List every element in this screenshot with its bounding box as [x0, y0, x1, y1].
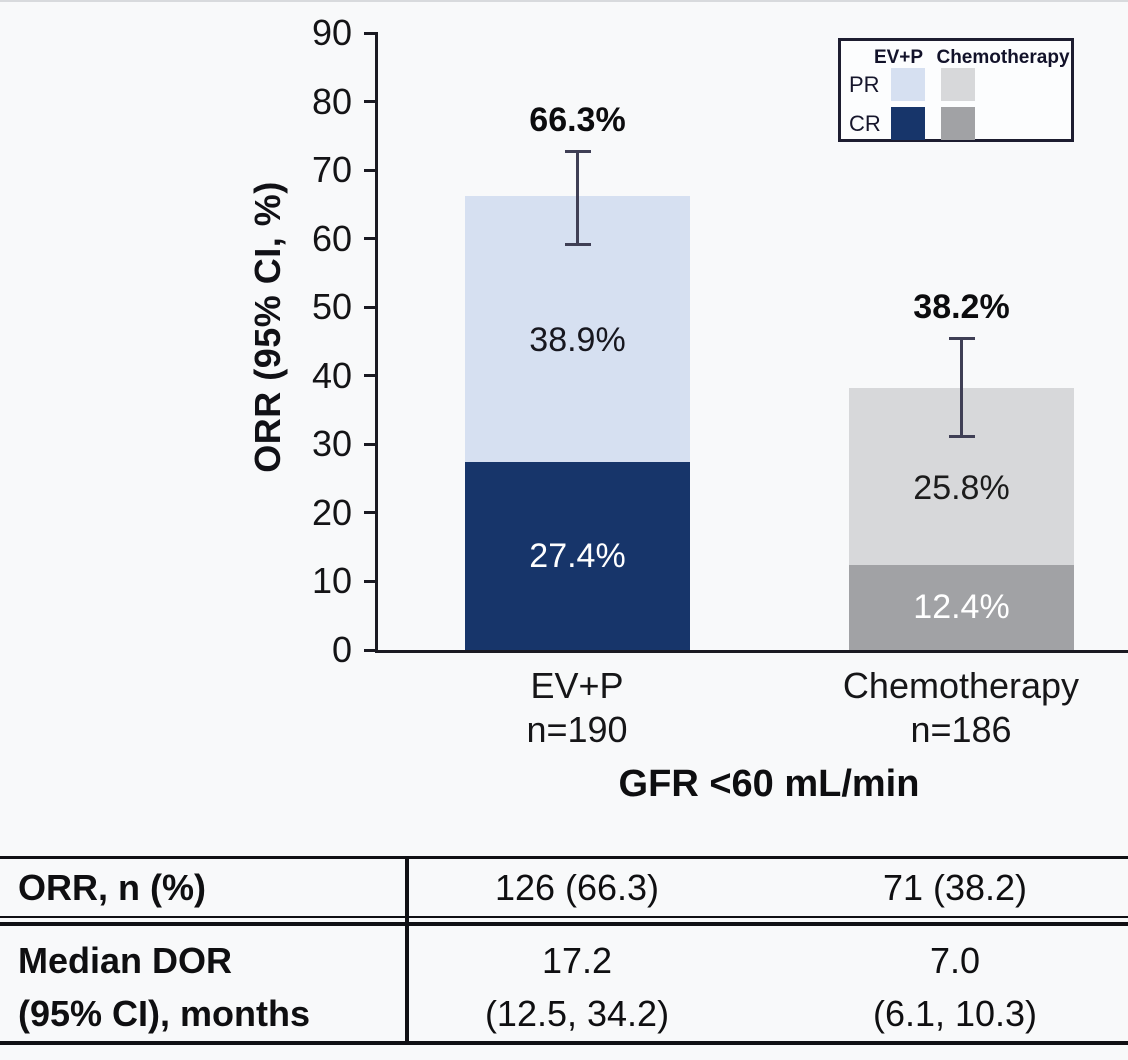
table-row-divider-thin	[0, 916, 1128, 918]
category-label: EV+P	[530, 665, 624, 706]
error-bar-cap	[948, 337, 975, 341]
y-tick-label: 30	[311, 423, 352, 465]
table-dor-evp-ci: (12.5, 34.2)	[484, 993, 670, 1034]
y-tick-mark	[364, 511, 378, 515]
y-tick-mark	[364, 31, 378, 35]
table-dor-chemotherapy-median: 7.0	[929, 940, 981, 981]
top-edge-divider	[0, 0, 1128, 2]
table-orr-chemotherapy-value: 71 (38.2)	[882, 867, 1028, 908]
bar-total-label: 66.3%	[529, 100, 626, 139]
legend-column-chemotherapy: Chemotherapy	[936, 47, 1070, 68]
legend-swatch-cr-chemotherapy	[941, 107, 975, 140]
error-bar-cap	[564, 150, 591, 154]
category-n-label: n=190	[526, 709, 628, 750]
bar-segment-pr-chemotherapy: 25.8%	[849, 388, 1074, 565]
y-tick-mark	[364, 237, 378, 241]
legend-swatch-pr-evp	[891, 68, 925, 101]
y-tick-mark	[364, 442, 378, 446]
y-tick-label: 80	[311, 80, 352, 122]
table-row-dor-label: Median DOR (95% CI), months	[18, 934, 310, 1040]
plot-area: 0 10 20 30 40 50 60 70 80 90 27.4% 38.9% 66.3% 12.4% 2…	[312, 12, 1128, 670]
legend-swatch-pr-chemotherapy	[941, 68, 975, 101]
y-tick-mark	[364, 648, 378, 652]
table-dor-chemotherapy-ci: (6.1, 10.3)	[872, 993, 1038, 1034]
table-row-divider-thick	[0, 922, 1128, 926]
legend: EV+P Chemotherapy PR CR	[838, 38, 1074, 142]
y-tick-label: 90	[311, 12, 352, 53]
y-tick-mark	[364, 100, 378, 104]
y-tick-label: 70	[311, 149, 352, 191]
error-bar-cap	[948, 435, 975, 439]
segment-value-label: 27.4%	[529, 536, 626, 575]
table-orr-evp-value: 126 (66.3)	[494, 867, 660, 908]
bar-total-label: 38.2%	[913, 287, 1010, 326]
legend-column-evp: EV+P	[873, 47, 924, 68]
y-tick-mark	[364, 374, 378, 378]
x-category-chemotherapy: Chemotherapy n=186	[801, 664, 1121, 752]
y-tick-label: 10	[311, 560, 352, 602]
y-tick-mark	[364, 305, 378, 309]
table-dor-label-line1: Median DOR	[18, 940, 233, 981]
category-n-label: n=186	[910, 709, 1012, 750]
legend-swatch-cr-evp	[891, 107, 925, 140]
legend-row-cr-label: CR	[849, 111, 881, 136]
table-dor-evp-value: 17.2 (12.5, 34.2)	[427, 934, 727, 1040]
y-tick-label: 20	[311, 491, 352, 533]
table-dor-evp-median: 17.2	[541, 940, 613, 981]
x-category-evp: EV+P n=190	[417, 664, 737, 752]
y-tick-label: 40	[311, 354, 352, 396]
table-bottom-border	[0, 1041, 1128, 1045]
error-bar-cap	[564, 243, 591, 247]
y-tick-label: 0	[331, 629, 352, 670]
table-row-orr-label: ORR, n (%)	[18, 867, 206, 908]
error-bar-line	[576, 151, 579, 245]
category-label: Chemotherapy	[842, 665, 1080, 706]
legend-row-pr-label: PR	[849, 72, 880, 97]
x-axis-group-label: GFR <60 mL/min	[618, 763, 920, 805]
table-dor-chemotherapy-value: 7.0 (6.1, 10.3)	[805, 934, 1105, 1040]
bar-segment-cr-chemotherapy: 12.4%	[849, 565, 1074, 650]
segment-value-label: 25.8%	[913, 469, 1010, 508]
segment-value-label: 12.4%	[913, 588, 1010, 626]
error-bar-line	[960, 338, 963, 437]
table-column-divider	[405, 856, 409, 1045]
y-tick-mark	[364, 579, 378, 583]
y-tick-label: 50	[311, 286, 352, 328]
y-tick-label: 60	[311, 217, 352, 259]
y-tick-mark	[364, 168, 378, 172]
table-dor-label-line2: (95% CI), months	[18, 993, 311, 1034]
segment-value-label: 38.9%	[529, 321, 626, 360]
table-top-border	[0, 856, 1128, 859]
bar-segment-cr-ev-p: 27.4%	[465, 462, 690, 650]
